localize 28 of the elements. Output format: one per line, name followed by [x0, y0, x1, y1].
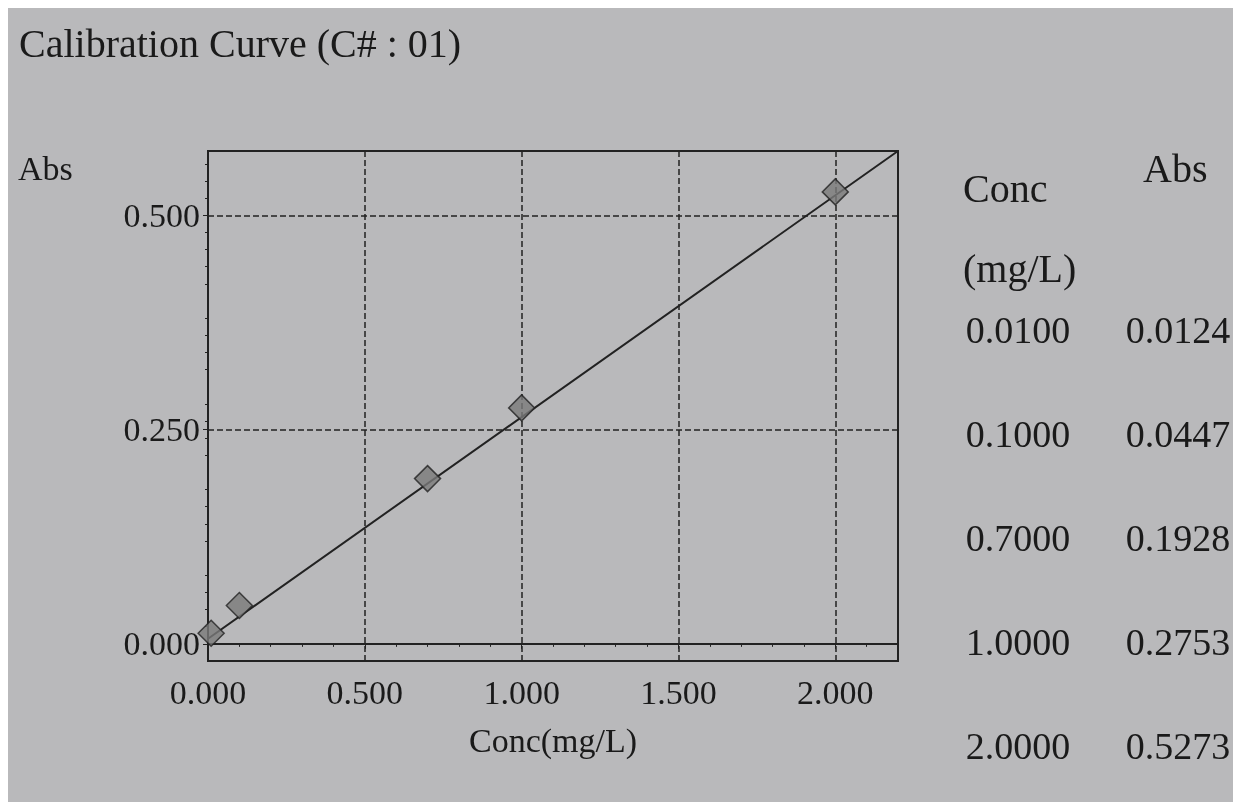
x-tick-label: 0.000 [169, 673, 247, 711]
text: 0.7000 [965, 517, 1071, 559]
y-tick-label: 0.500 [123, 196, 200, 234]
x-tick-label: 1.500 [640, 673, 717, 711]
y-tick-label: 0.250 [123, 411, 200, 449]
point [821, 178, 850, 206]
point [197, 619, 225, 647]
point [225, 591, 254, 620]
text: 0.1000 [965, 413, 1071, 455]
x-axis-title: Conc(mg/L) [468, 721, 638, 760]
text: 0.1928 [1125, 517, 1231, 559]
x-tick-label: 1.000 [483, 673, 560, 711]
y-tick-label: 0.000 [123, 625, 200, 663]
point [413, 464, 442, 493]
text: Conc (mg/L) [963, 165, 1077, 291]
x-tick-label: 2.000 [797, 673, 874, 711]
text: 0.0447 [1125, 413, 1231, 455]
point [507, 394, 536, 422]
text: 0.0124 [1125, 309, 1231, 351]
text: 0.5273 [1125, 725, 1231, 767]
x-tick-label: 0.500 [326, 673, 404, 711]
text: 0.0100 [965, 309, 1071, 351]
text: 0.2753 [1125, 621, 1231, 663]
y-axis-title: Abs [18, 149, 73, 187]
chart-title: Calibration Curve (C# : 01) [19, 20, 462, 66]
text: 1.0000 [965, 621, 1071, 663]
text: Abs [1143, 145, 1208, 191]
text: 2.0000 [965, 725, 1071, 767]
